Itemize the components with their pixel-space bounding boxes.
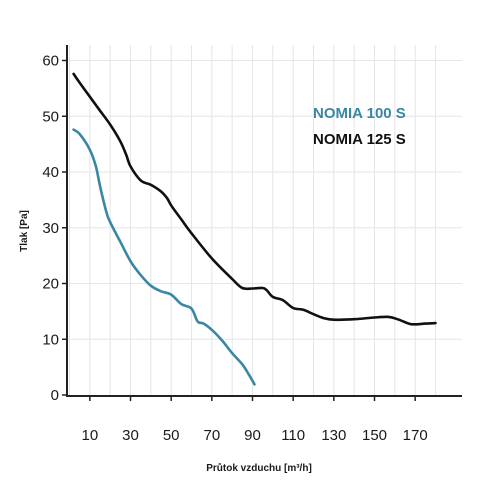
y-tick-label: 60	[42, 53, 59, 70]
series-line-1	[72, 128, 256, 386]
series-layer	[72, 72, 437, 386]
x-tick-label: 150	[362, 427, 387, 444]
label-layer: 0 10 20 30 40 50 60 10 30 50 70 90 110 130 150 170	[42, 53, 427, 445]
y-tick-label: 30	[42, 220, 59, 237]
legend-entry-nomia-125-s: NOMIA 125 S	[313, 131, 406, 148]
x-tick-label: 90	[244, 427, 261, 444]
axis-layer	[62, 45, 462, 401]
x-tick-label: 70	[203, 427, 220, 444]
grid-layer	[67, 45, 462, 396]
x-tick-label: 10	[81, 427, 98, 444]
y-tick-label: 20	[42, 276, 59, 293]
x-tick-label: 110	[281, 427, 305, 444]
y-tick-label: 10	[42, 331, 59, 348]
y-tick-label: 50	[42, 108, 59, 125]
x-tick-label: 50	[163, 427, 180, 444]
x-tick-label: 170	[403, 427, 428, 444]
y-axis-title: Tlak [Pa]	[19, 210, 30, 252]
x-tick-label: 130	[321, 427, 346, 444]
y-tick-label: 0	[51, 387, 59, 404]
y-tick-label: 40	[42, 164, 59, 181]
legend-entry-nomia-100-s: NOMIA 100 S	[313, 105, 406, 122]
x-axis-title: Průtok vzduchu [m³/h]	[206, 462, 312, 474]
x-tick-label: 30	[122, 427, 139, 444]
series-line-2	[72, 72, 437, 326]
